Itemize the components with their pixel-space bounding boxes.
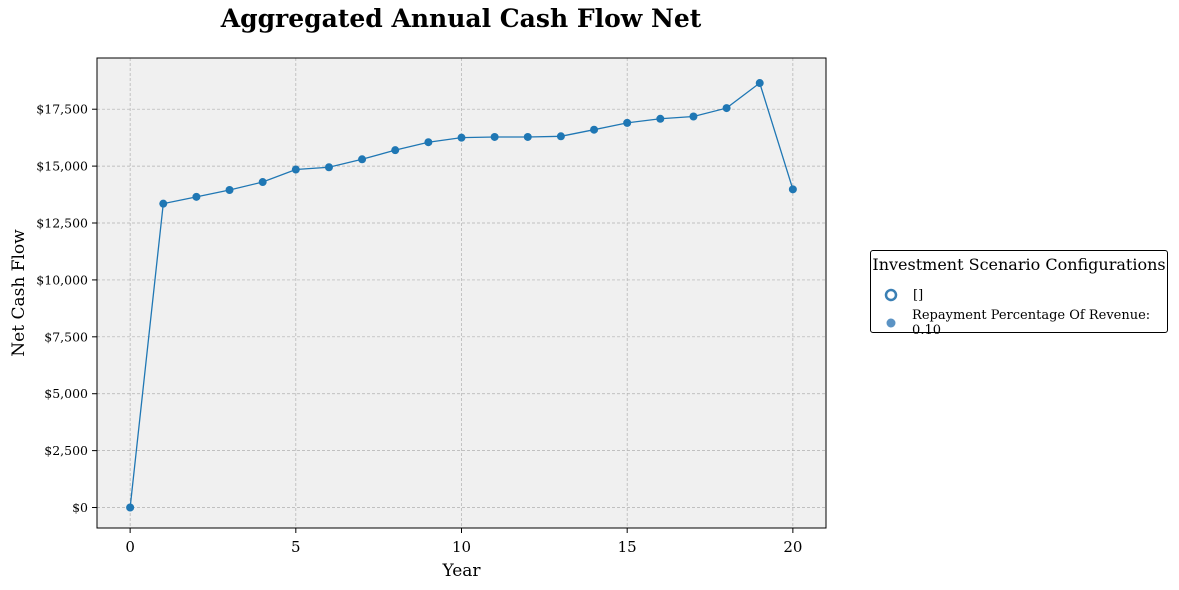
x-axis-label: Year bbox=[441, 561, 481, 581]
data-point bbox=[490, 132, 499, 141]
data-point bbox=[291, 165, 300, 174]
data-point bbox=[126, 503, 135, 512]
data-point bbox=[556, 132, 565, 141]
y-axis-ticks: $0 $2,500 $5,000 $7,500 $10,000 $12,500 $15,00… bbox=[36, 102, 97, 515]
data-point bbox=[391, 146, 400, 155]
legend-entry-repayment: Repayment Percentage Of Revenue: 0.10 bbox=[883, 308, 1167, 338]
data-point bbox=[523, 132, 532, 141]
data-point bbox=[192, 192, 201, 201]
data-point bbox=[689, 112, 698, 121]
data-point bbox=[324, 163, 333, 172]
data-point bbox=[722, 104, 731, 113]
legend-entry-label: [] bbox=[913, 287, 924, 303]
x-tick-label: 15 bbox=[618, 538, 637, 556]
data-point bbox=[590, 125, 599, 134]
data-point bbox=[623, 118, 632, 127]
x-tick-label: 20 bbox=[783, 538, 802, 556]
legend-entry-empty: [] bbox=[883, 285, 923, 305]
data-point bbox=[225, 186, 234, 195]
y-tick-label: $2,500 bbox=[44, 443, 88, 458]
data-point bbox=[656, 114, 665, 123]
y-tick-label: $17,500 bbox=[36, 102, 88, 117]
legend-entry-label: Repayment Percentage Of Revenue: 0.10 bbox=[912, 308, 1151, 338]
x-tick-label: 5 bbox=[291, 538, 301, 556]
x-tick-label: 10 bbox=[452, 538, 471, 556]
data-point bbox=[258, 178, 267, 187]
legend-title: Investment Scenario Configurations bbox=[872, 255, 1166, 274]
y-tick-label: $7,500 bbox=[44, 329, 88, 344]
x-axis-ticks: 0 5 10 15 20 bbox=[125, 528, 802, 556]
y-tick-label: $15,000 bbox=[36, 159, 88, 174]
chart-title: Aggregated Annual Cash Flow Net bbox=[220, 4, 702, 33]
legend: Investment Scenario Configurations [] Re… bbox=[870, 250, 1168, 338]
data-point bbox=[424, 138, 433, 147]
filled-circle-icon bbox=[883, 315, 898, 331]
y-tick-label: $12,500 bbox=[36, 216, 88, 231]
hollow-circle-icon bbox=[883, 287, 899, 303]
series-layer bbox=[126, 79, 797, 512]
data-point bbox=[457, 133, 466, 142]
data-point bbox=[788, 185, 797, 194]
y-tick-label: $5,000 bbox=[44, 386, 88, 401]
data-point bbox=[755, 79, 764, 88]
y-tick-label: $10,000 bbox=[36, 272, 88, 287]
y-axis-label: Net Cash Flow bbox=[9, 229, 29, 357]
data-point bbox=[159, 199, 168, 208]
x-tick-label: 0 bbox=[125, 538, 135, 556]
gridlines bbox=[97, 58, 826, 528]
data-point bbox=[358, 155, 367, 164]
y-tick-label: $0 bbox=[72, 500, 88, 515]
